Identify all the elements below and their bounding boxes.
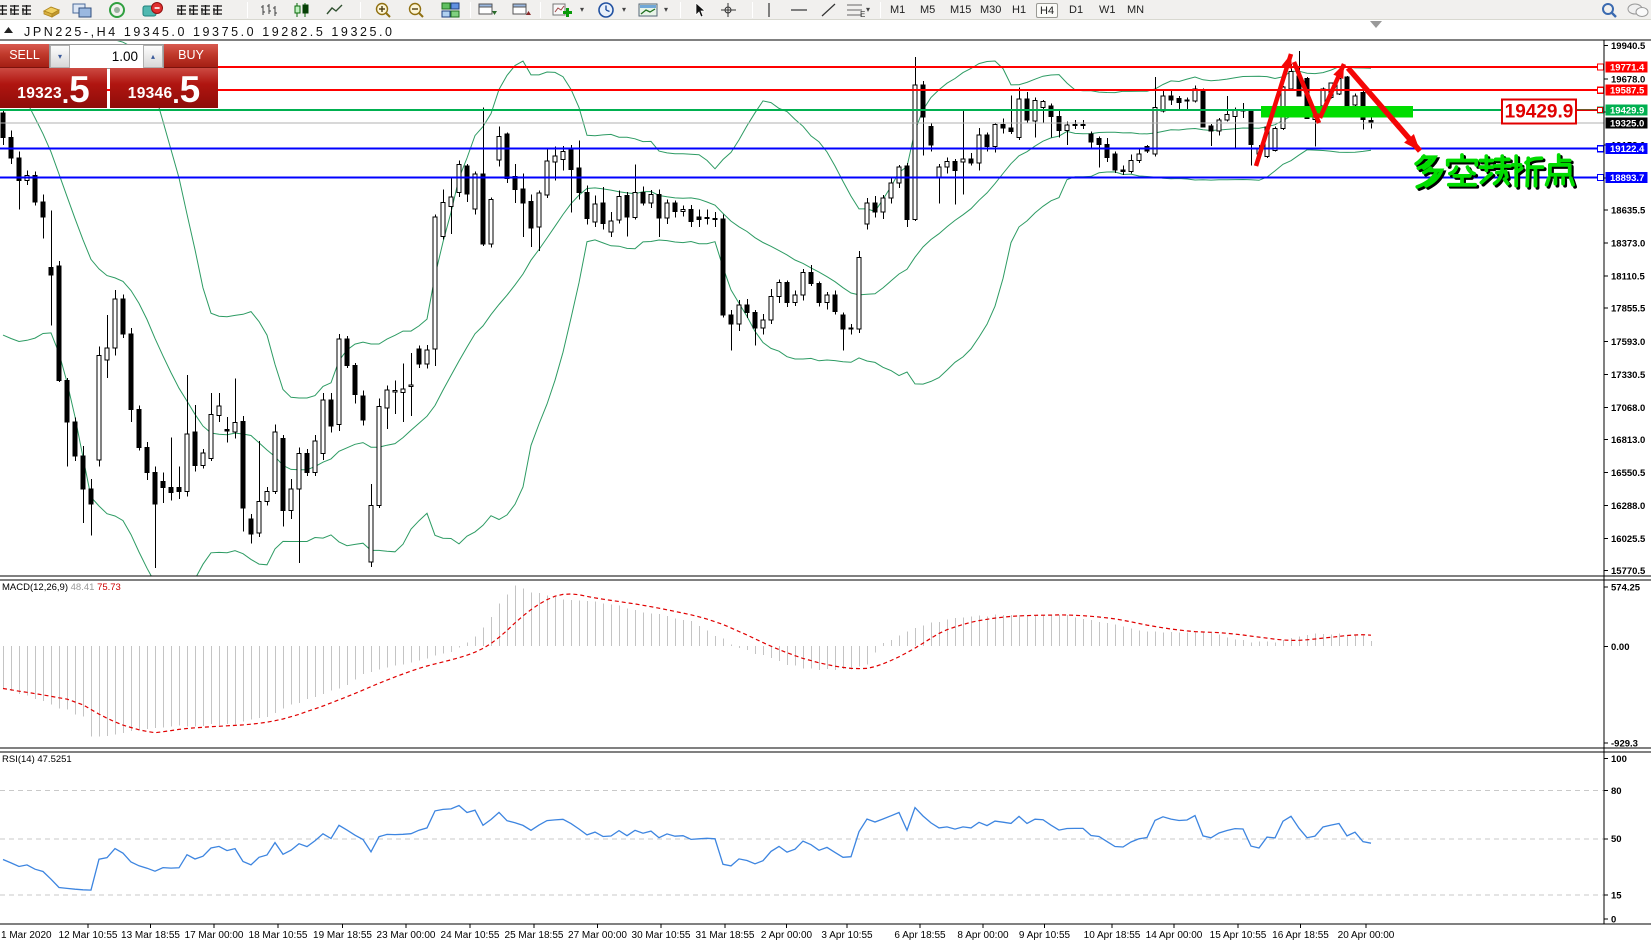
svg-text:0: 0	[1611, 914, 1616, 925]
svg-text:9 Apr 10:55: 9 Apr 10:55	[1019, 930, 1071, 941]
svg-text:18110.5: 18110.5	[1611, 272, 1646, 283]
svg-text:15: 15	[1611, 890, 1622, 901]
svg-text:50: 50	[1611, 834, 1622, 845]
svg-text:100: 100	[1611, 754, 1627, 765]
svg-text:17855.5: 17855.5	[1611, 304, 1646, 315]
svg-text:MACD(12,26,9) 48.41 75.73: MACD(12,26,9) 48.41 75.73	[2, 582, 121, 593]
svg-text:19 Mar 18:55: 19 Mar 18:55	[313, 930, 372, 941]
svg-text:2 Apr 00:00: 2 Apr 00:00	[761, 930, 813, 941]
svg-text:15770.5: 15770.5	[1611, 566, 1646, 577]
svg-text:17 Mar 00:00: 17 Mar 00:00	[185, 930, 244, 941]
svg-text:E: E	[860, 10, 865, 18]
svg-text:20 Apr 00:00: 20 Apr 00:00	[1338, 930, 1395, 941]
svg-text:3 Apr 10:55: 3 Apr 10:55	[821, 930, 873, 941]
svg-text:10 Apr 18:55: 10 Apr 18:55	[1084, 930, 1141, 941]
svg-text:18635.5: 18635.5	[1611, 206, 1646, 217]
svg-text:8 Apr 00:00: 8 Apr 00:00	[957, 930, 1009, 941]
svg-text:17330.5: 17330.5	[1611, 370, 1646, 381]
svg-text:-929.3: -929.3	[1611, 739, 1638, 750]
svg-text:JPN225-,H4 19345.0 19375.0 19: JPN225-,H4 19345.0 19375.0 19282.5 19325…	[24, 25, 392, 39]
svg-text:80: 80	[1611, 786, 1622, 797]
svg-text:RSI(14) 47.5251: RSI(14) 47.5251	[2, 754, 72, 765]
svg-text:19325.0: 19325.0	[1610, 119, 1644, 130]
svg-text:31 Mar 18:55: 31 Mar 18:55	[696, 930, 755, 941]
svg-text:19429.9: 19429.9	[1505, 102, 1574, 123]
svg-text:16288.0: 16288.0	[1611, 501, 1645, 512]
svg-text:25 Mar 18:55: 25 Mar 18:55	[505, 930, 564, 941]
svg-text:16550.5: 16550.5	[1611, 468, 1646, 479]
svg-text:14 Apr 00:00: 14 Apr 00:00	[1146, 930, 1203, 941]
svg-text:16025.5: 16025.5	[1611, 534, 1646, 545]
svg-text:19678.0: 19678.0	[1611, 74, 1645, 85]
svg-text:16 Apr 18:55: 16 Apr 18:55	[1272, 930, 1329, 941]
svg-text:17593.0: 17593.0	[1611, 337, 1645, 348]
svg-text:18893.7: 18893.7	[1610, 173, 1644, 184]
svg-text:574.25: 574.25	[1611, 583, 1641, 594]
svg-text:24 Mar 10:55: 24 Mar 10:55	[441, 930, 500, 941]
svg-text:18 Mar 10:55: 18 Mar 10:55	[249, 930, 308, 941]
svg-text:17068.0: 17068.0	[1611, 403, 1645, 414]
svg-text:18373.0: 18373.0	[1611, 239, 1645, 250]
svg-text:27 Mar 00:00: 27 Mar 00:00	[568, 930, 627, 941]
svg-text:6 Apr 18:55: 6 Apr 18:55	[894, 930, 946, 941]
svg-text:19587.5: 19587.5	[1610, 86, 1645, 97]
svg-text:23 Mar 00:00: 23 Mar 00:00	[377, 930, 436, 941]
svg-text:19940.5: 19940.5	[1611, 41, 1646, 52]
svg-text:13 Mar 18:55: 13 Mar 18:55	[121, 930, 180, 941]
svg-text:19122.4: 19122.4	[1610, 144, 1645, 155]
svg-text:15 Apr 10:55: 15 Apr 10:55	[1210, 930, 1267, 941]
svg-text:16813.0: 16813.0	[1611, 435, 1645, 446]
svg-text:19771.4: 19771.4	[1610, 63, 1645, 74]
svg-text:30 Mar 10:55: 30 Mar 10:55	[632, 930, 691, 941]
svg-text:12 Mar 10:55: 12 Mar 10:55	[59, 930, 118, 941]
svg-text:0.00: 0.00	[1611, 642, 1630, 653]
svg-text:1 Mar 2020: 1 Mar 2020	[1, 930, 52, 941]
svg-text:19429.9: 19429.9	[1610, 106, 1644, 117]
